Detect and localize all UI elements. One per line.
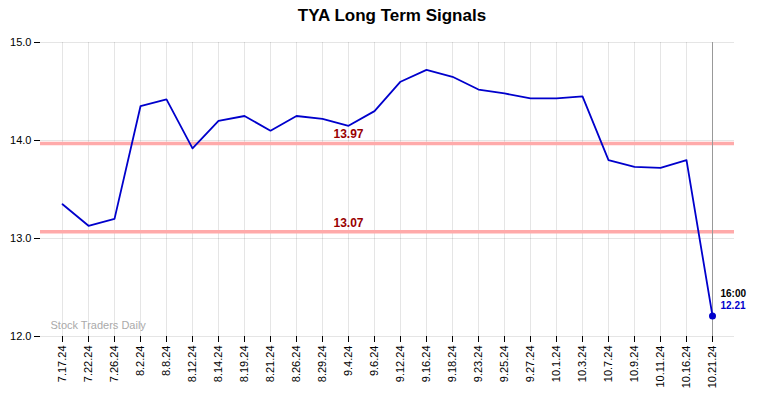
svg-text:9.27.24: 9.27.24: [524, 346, 536, 383]
svg-text:7.26.24: 7.26.24: [108, 346, 120, 383]
svg-text:9.25.24: 9.25.24: [498, 346, 510, 383]
svg-text:8.19.24: 8.19.24: [238, 346, 250, 383]
svg-text:7.22.24: 7.22.24: [82, 346, 94, 383]
svg-text:12.21: 12.21: [721, 300, 746, 311]
svg-text:7.17.24: 7.17.24: [56, 346, 68, 383]
svg-text:13.97: 13.97: [333, 127, 363, 141]
html-text:TYA Long Term Signals: TYA Long Term Signals: [297, 6, 487, 25]
svg-text:10.16.24: 10.16.24: [680, 346, 692, 389]
svg-text:8.2.24: 8.2.24: [134, 346, 146, 377]
svg-text:9.4.24: 9.4.24: [342, 346, 354, 377]
svg-text:8.21.24: 8.21.24: [264, 346, 276, 383]
svg-text:14.0: 14.0: [10, 134, 31, 146]
svg-text:12.0: 12.0: [10, 330, 31, 342]
svg-text:10.7.24: 10.7.24: [602, 346, 614, 383]
svg-text:9.23.24: 9.23.24: [472, 346, 484, 383]
svg-text:10.9.24: 10.9.24: [628, 346, 640, 383]
svg-text:13.0: 13.0: [10, 232, 31, 244]
svg-text:16:00: 16:00: [721, 288, 747, 299]
svg-text:10.1.24: 10.1.24: [550, 346, 562, 383]
svg-text:10.21.24: 10.21.24: [706, 346, 718, 389]
svg-text:10.11.24: 10.11.24: [654, 346, 666, 388]
svg-text:8.29.24: 8.29.24: [316, 346, 328, 383]
svg-text:9.6.24: 9.6.24: [368, 346, 380, 377]
svg-text:9.12.24: 9.12.24: [394, 346, 406, 383]
svg-text:8.14.24: 8.14.24: [212, 346, 224, 383]
svg-text:13.07: 13.07: [333, 216, 363, 230]
svg-text:9.16.24: 9.16.24: [420, 346, 432, 383]
svg-text:Stock Traders Daily: Stock Traders Daily: [51, 319, 147, 331]
svg-text:8.12.24: 8.12.24: [186, 346, 198, 383]
svg-text:8.8.24: 8.8.24: [160, 346, 172, 377]
svg-text:9.18.24: 9.18.24: [446, 346, 458, 383]
svg-text:15.0: 15.0: [10, 36, 31, 48]
svg-text:10.3.24: 10.3.24: [576, 346, 588, 383]
svg-text:8.26.24: 8.26.24: [290, 346, 302, 383]
